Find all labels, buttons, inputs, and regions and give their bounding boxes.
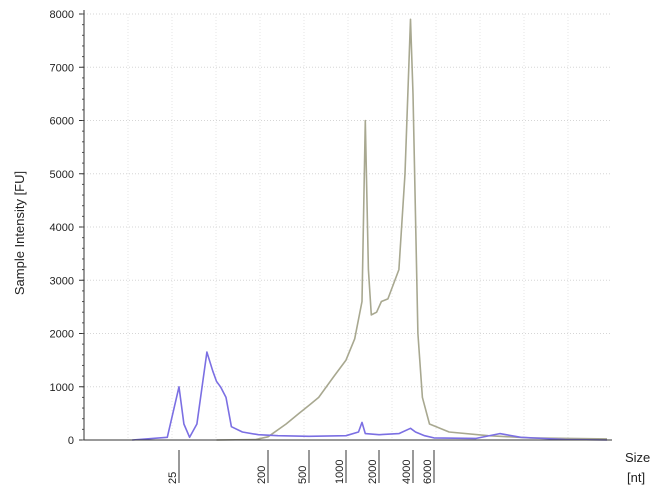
- y-tick-label: 5000: [50, 169, 74, 181]
- y-tick-label: 2000: [50, 329, 74, 341]
- y-tick-label: 4000: [50, 222, 74, 234]
- y-tick-label: 6000: [50, 116, 74, 128]
- y-tick-label: 7000: [50, 62, 74, 74]
- x-tick-label: 25: [167, 472, 179, 484]
- y-tick-label: 1000: [50, 382, 74, 394]
- trace-lines: [132, 18, 608, 441]
- y-axis-title: Sample Intensity [FU]: [12, 171, 27, 295]
- trace-line-2: [132, 351, 608, 441]
- x-tick-label: 200: [256, 466, 268, 484]
- y-tick-label: 0: [68, 435, 74, 447]
- x-axis-title-line1: Size: [625, 450, 650, 465]
- grid-lines: [84, 13, 612, 441]
- x-tick-label: 2000: [367, 460, 379, 484]
- x-axis: 25 200 500 1000 2000 4000 6000: [84, 439, 612, 484]
- x-tick-label: 6000: [422, 460, 434, 484]
- trace-line-1: [216, 18, 608, 441]
- y-tick-label: 8000: [50, 9, 74, 21]
- x-tick-label: 500: [297, 466, 309, 484]
- x-axis-title-line2: [nt]: [627, 470, 645, 485]
- y-tick-label: 3000: [50, 275, 74, 287]
- x-tick-label: 1000: [334, 460, 346, 484]
- y-axis: 0 1000 2000 3000 4000 5000 6000 7000 8000: [50, 9, 85, 447]
- x-tick-label: 4000: [401, 460, 413, 484]
